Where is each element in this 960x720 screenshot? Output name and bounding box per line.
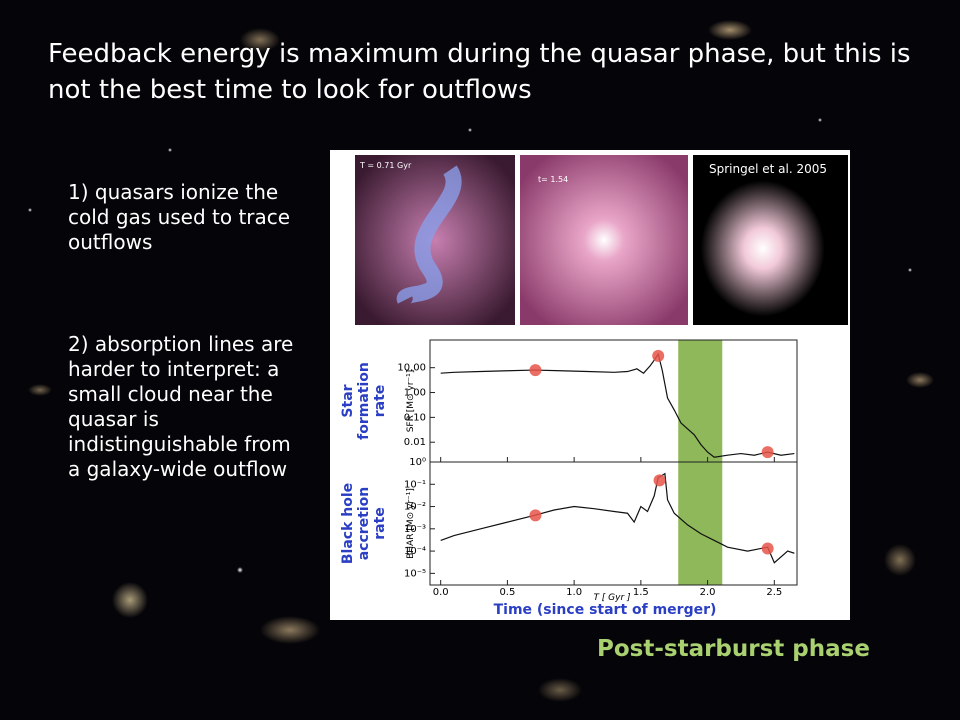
y-axis-title: rate bbox=[372, 507, 388, 540]
highlight-band bbox=[678, 340, 723, 462]
y-tick-label: 10⁻³ bbox=[404, 524, 426, 535]
slide-title: Feedback energy is maximum during the qu… bbox=[48, 39, 911, 105]
x-tick-label: 0.5 bbox=[499, 587, 515, 598]
simulation-image bbox=[693, 155, 848, 325]
y-axis-label: SFR [M⊙ yr⁻¹] bbox=[406, 370, 416, 433]
x-tick-label: 0.0 bbox=[433, 587, 449, 598]
bullet-point: 1) quasars ionize the cold gas used to t… bbox=[68, 180, 291, 254]
y-axis-title: Black hole bbox=[340, 483, 356, 564]
panel-label: t= 1.54 bbox=[538, 175, 568, 184]
plot-frame bbox=[429, 461, 798, 586]
caption: Post-starburst phase bbox=[597, 636, 870, 662]
data-point bbox=[529, 509, 542, 522]
y-tick-label: 10⁻⁵ bbox=[404, 568, 426, 579]
y-tick-label: 10⁻⁴ bbox=[404, 546, 426, 557]
x-tick-label: 2.5 bbox=[766, 587, 782, 598]
y-tick-label: 10.00 bbox=[397, 363, 426, 374]
y-tick-label: 10⁻² bbox=[404, 502, 426, 513]
y-axis-title: Star bbox=[340, 384, 356, 417]
data-point bbox=[761, 542, 774, 555]
simulation-image bbox=[355, 155, 515, 325]
figure-credit: Springel et al. 2005 bbox=[709, 162, 827, 176]
data-point bbox=[652, 349, 665, 362]
bullet-point: 2) absorption lines are harder to interp… bbox=[68, 332, 294, 481]
y-tick-label: 1.00 bbox=[404, 388, 426, 399]
x-tick-label: 1.5 bbox=[633, 587, 649, 598]
panel-label: T = 0.71 Gyr bbox=[359, 161, 412, 170]
y-tick-label: 0.01 bbox=[404, 437, 426, 448]
y-axis-title: accretion bbox=[356, 487, 372, 561]
x-tick-label: 2.0 bbox=[700, 587, 716, 598]
data-point bbox=[761, 446, 774, 459]
data-line bbox=[440, 472, 795, 564]
data-point bbox=[529, 364, 542, 377]
y-axis-title: formation bbox=[356, 362, 372, 440]
merger-stream bbox=[396, 165, 462, 306]
y-tick-label: 10⁰ bbox=[409, 457, 426, 468]
x-axis-title: Time (since start of merger) bbox=[494, 602, 717, 618]
highlight-band bbox=[678, 462, 723, 585]
y-tick-label: 10⁻¹ bbox=[404, 479, 426, 490]
y-axis-label: BHAR [M⊙ yr⁻¹] bbox=[406, 488, 416, 559]
data-line bbox=[440, 352, 795, 458]
y-axis-title: rate bbox=[372, 385, 388, 418]
y-tick-label: 0.10 bbox=[404, 412, 426, 423]
simulation-image bbox=[520, 155, 688, 325]
data-point bbox=[653, 474, 666, 487]
x-axis-label: T [ Gyr ] bbox=[593, 593, 631, 603]
x-tick-label: 1.0 bbox=[566, 587, 582, 598]
